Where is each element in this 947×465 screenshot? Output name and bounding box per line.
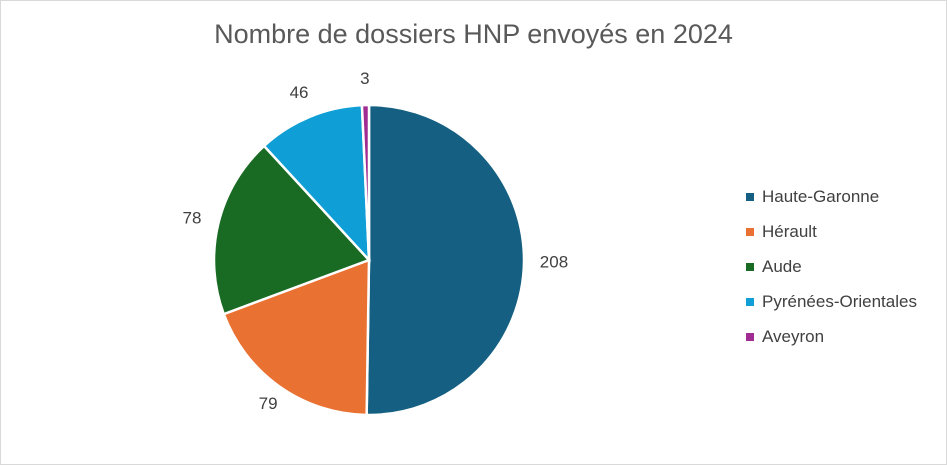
legend: Haute-Garonne Hérault Aude Pyrénées-Orie… [746, 179, 917, 354]
chart-title: Nombre de dossiers HNP envoyés en 2024 [214, 19, 733, 49]
legend-item-pyrenees-orientales: Pyrénées-Orientales [746, 284, 917, 319]
legend-swatch [746, 192, 754, 201]
legend-label: Aveyron [762, 326, 825, 346]
legend-swatch [746, 332, 754, 341]
pie-slice-pyr-n-es-orientales [262, 103, 371, 264]
legend-item-aude: Aude [746, 249, 917, 284]
legend-item-aveyron: Aveyron [746, 319, 917, 354]
legend-label: Pyrénées-Orientales [762, 291, 917, 311]
legend-label: Haute-Garonne [762, 186, 880, 206]
legend-label: Hérault [762, 221, 817, 241]
legend-swatch [746, 297, 754, 306]
pie-slice-aveyron [360, 103, 371, 261]
data-label: 79 [259, 394, 278, 413]
legend-swatch [746, 227, 754, 236]
legend-item-haute-garonne: Haute-Garonne [746, 179, 917, 214]
data-label: 46 [290, 83, 309, 102]
legend-item-herault: Hérault [746, 214, 917, 249]
pie-slice-haute-garonne [365, 103, 526, 417]
legend-swatch [746, 262, 754, 271]
data-label: 3 [360, 69, 369, 88]
pie-slice-h-rault [222, 258, 371, 417]
data-label: 208 [540, 252, 568, 271]
data-label: 78 [183, 209, 202, 228]
pie-slice-aude [212, 144, 372, 316]
legend-label: Aude [762, 256, 802, 276]
